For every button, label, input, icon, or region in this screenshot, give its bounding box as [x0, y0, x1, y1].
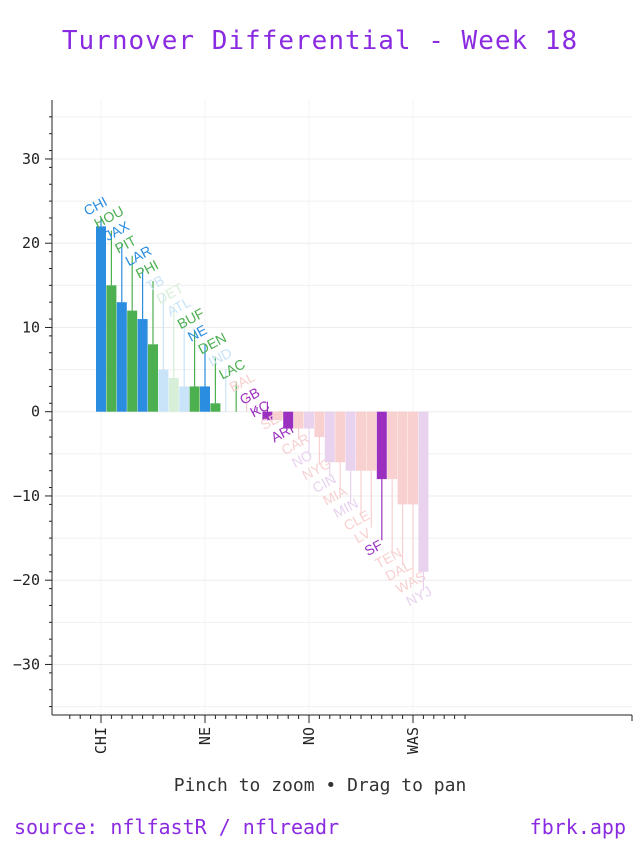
x-tick-label: CHI — [92, 727, 110, 754]
bar-atl[interactable] — [179, 386, 190, 412]
y-tick-label: −10 — [13, 487, 40, 505]
bar-no[interactable] — [304, 411, 314, 429]
chart-title: Turnover Differential - Week 18 — [61, 26, 579, 56]
source-credit: source: nflfastR / nflreadr — [14, 815, 340, 839]
bar-nyg[interactable] — [314, 411, 325, 437]
team-label-tb: TB — [143, 272, 166, 295]
site-link[interactable]: fbrk.app — [529, 815, 626, 839]
y-tick-label: −20 — [13, 571, 40, 589]
bar-cin[interactable] — [324, 411, 335, 463]
y-tick-label: 30 — [22, 150, 40, 168]
y-tick-label: 10 — [22, 318, 40, 336]
bar-mia[interactable] — [335, 411, 346, 463]
bar-phi[interactable] — [148, 344, 158, 412]
y-tick-label: 20 — [22, 234, 40, 252]
bar-ten[interactable] — [387, 411, 398, 480]
bar-ne[interactable] — [200, 386, 210, 412]
bar-car[interactable] — [293, 411, 304, 429]
bar-nyj[interactable] — [418, 411, 429, 572]
bar-ari[interactable] — [283, 411, 294, 429]
bar-lar[interactable] — [137, 319, 148, 412]
bar-hou[interactable] — [106, 285, 117, 412]
y-tick-label: 0 — [31, 403, 40, 421]
bar-sf[interactable] — [376, 411, 387, 480]
bar-den[interactable] — [210, 403, 221, 412]
bar-lv[interactable] — [366, 411, 377, 471]
bar-pit[interactable] — [127, 310, 138, 412]
bar-min[interactable] — [345, 411, 356, 471]
team-label-lv: LV — [351, 524, 373, 546]
team-label-sf: SF — [362, 536, 385, 559]
bar-tb[interactable] — [158, 369, 169, 412]
bar-dal[interactable] — [397, 411, 408, 505]
x-tick-label: NE — [196, 727, 214, 745]
y-tick-label: −30 — [13, 655, 40, 673]
x-tick-label: NO — [300, 727, 318, 745]
bar-buf[interactable] — [189, 386, 200, 412]
bar-cle[interactable] — [356, 411, 366, 471]
zoom-pan-hint: Pinch to zoom • Drag to pan — [173, 775, 467, 796]
bar-chi[interactable] — [96, 226, 106, 412]
x-tick-label: WAS — [404, 727, 422, 754]
bar-jax[interactable] — [116, 302, 127, 412]
bar-was[interactable] — [408, 411, 418, 505]
bar-det[interactable] — [168, 378, 179, 412]
